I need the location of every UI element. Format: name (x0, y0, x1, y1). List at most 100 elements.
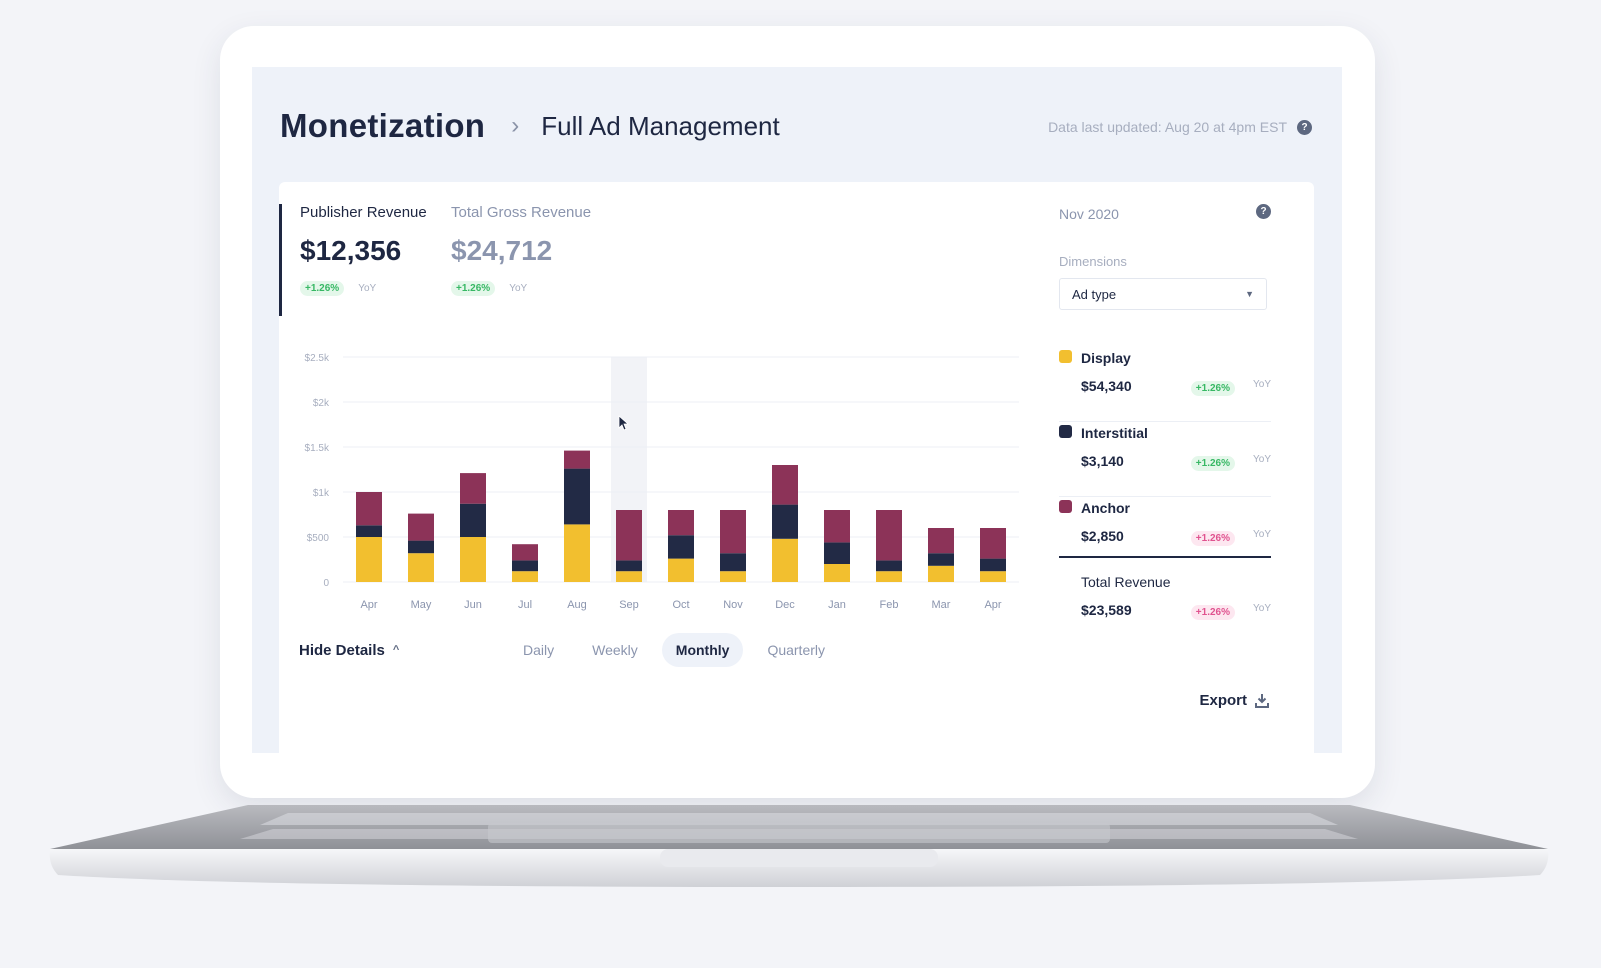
bar-display (980, 571, 1006, 582)
total-revenue-row: Total Revenue $23,589 +1.26% YoY (1059, 556, 1271, 633)
help-icon[interactable]: ? (1297, 119, 1312, 135)
dimension-dropdown[interactable]: Ad type ▼ (1059, 278, 1267, 310)
bar-interstitial (668, 535, 694, 559)
data-updated-text: Data last updated: Aug 20 at 4pm EST (1048, 119, 1287, 135)
y-tick-label: $2.5k (305, 353, 330, 364)
selected-month: Nov 2020 (1059, 206, 1119, 222)
mouse-cursor-icon (618, 415, 630, 431)
bar-interstitial (772, 504, 798, 539)
y-tick-label: 0 (323, 578, 329, 589)
bar-display (824, 564, 850, 582)
bar-interstitial (408, 540, 434, 554)
caret-down-icon: ▼ (1245, 289, 1254, 299)
bar-anchor (772, 465, 798, 505)
help-icon[interactable]: ? (1256, 204, 1271, 219)
download-icon (1255, 694, 1269, 708)
interstitial-swatch (1059, 425, 1072, 438)
change-badge: +1.26% (1190, 456, 1235, 471)
export-label: Export (1199, 692, 1247, 709)
dimensions-label: Dimensions (1059, 254, 1127, 269)
bar-display (772, 538, 798, 582)
page-subtitle: Full Ad Management (541, 110, 780, 141)
anchor-swatch (1059, 500, 1072, 513)
period-selector: Daily Weekly Monthly Quarterly (509, 633, 839, 667)
x-tick-label: Feb (880, 599, 899, 611)
bar-interstitial (564, 468, 590, 525)
bar-display (928, 565, 954, 582)
bar-anchor (980, 528, 1006, 559)
legend-amount: $2,850 (1081, 528, 1124, 544)
change-badge: +1.26% (1190, 531, 1235, 546)
revenue-card: Publisher Revenue $12,356 +1.26% YoY Tot… (279, 182, 1314, 753)
legend-item-interstitial[interactable]: Interstitial $3,140 +1.26% YoY (1059, 421, 1271, 497)
x-tick-label: Dec (775, 599, 795, 611)
export-button[interactable]: Export (1199, 692, 1269, 709)
hide-details-toggle[interactable]: Hide Details ^ (299, 642, 399, 659)
period-daily[interactable]: Daily (523, 642, 555, 658)
display-swatch (1059, 350, 1072, 363)
chevron-up-icon: ^ (392, 644, 400, 656)
bar-anchor (564, 450, 590, 469)
legend-item-anchor[interactable]: Anchor $2,850 +1.26% YoY (1059, 496, 1271, 571)
x-tick-label: Sep (619, 599, 639, 611)
bar-display (460, 537, 486, 582)
metric-label: Publisher Revenue (300, 204, 427, 221)
legend-name: Interstitial (1081, 425, 1148, 441)
bar-anchor (668, 510, 694, 536)
bar-display (564, 524, 590, 582)
breadcrumb: Monetization › Full Ad Management (280, 107, 780, 145)
chart-svg: 0 $500 $1k $1.5k $2k $2.5k Apr May Jun Jul Aug Sep O… (305, 353, 1019, 611)
bar-display (408, 553, 434, 582)
x-tick-label: Jan (828, 599, 846, 611)
stacked-bar-chart: 0 $500 $1k $1.5k $2k $2.5k Apr May Jun Jul Aug Sep O… (279, 342, 1049, 632)
legend-item-display[interactable]: Display $54,340 +1.26% YoY (1059, 346, 1271, 422)
page-title[interactable]: Monetization (280, 107, 486, 144)
chart-controls: Hide Details ^ Daily Weekly Monthly Quar… (299, 630, 1019, 670)
period-weekly[interactable]: Weekly (592, 642, 638, 658)
bar-display (616, 571, 642, 582)
y-tick-label: $2k (313, 398, 330, 409)
total-amount: $23,589 (1081, 602, 1132, 618)
breakdown-panel: Nov 2020 ? Dimensions Ad type ▼ Display … (1059, 182, 1271, 753)
dimension-value: Ad type (1072, 286, 1117, 302)
metric-label: Total Gross Revenue (451, 204, 592, 221)
x-tick-label: Apr (984, 599, 1001, 611)
change-badge: +1.26% (300, 281, 345, 296)
legend-amount: $3,140 (1081, 453, 1124, 469)
metric-value: $24,712 (451, 235, 553, 266)
y-tick-label: $500 (307, 533, 330, 544)
bar-interstitial (512, 560, 538, 572)
x-tick-label: Jun (464, 599, 482, 611)
yoy-label: YoY (358, 283, 377, 294)
laptop-base (49, 805, 1549, 887)
chevron-right-icon: › (511, 112, 520, 139)
x-tick-label: Jul (518, 599, 532, 611)
yoy-label: YoY (1253, 603, 1271, 614)
app-screen: Monetization › Full Ad Management Data l… (252, 67, 1342, 753)
metric-publisher-revenue[interactable]: Publisher Revenue $12,356 +1.26% YoY (279, 204, 427, 316)
bar-interstitial (356, 525, 382, 537)
bar-anchor (928, 528, 954, 554)
bar-display (356, 537, 382, 582)
x-tick-label: Nov (723, 599, 743, 611)
yoy-label: YoY (1253, 454, 1271, 465)
metric-value: $12,356 (300, 235, 402, 266)
bar-display (876, 571, 902, 582)
bar-interstitial (876, 560, 902, 572)
period-quarterly[interactable]: Quarterly (767, 642, 826, 658)
x-tick-label: Mar (932, 599, 951, 611)
bar-display (720, 571, 746, 582)
yoy-label: YoY (509, 283, 528, 294)
metric-total-gross-revenue[interactable]: Total Gross Revenue $24,712 +1.26% YoY (451, 204, 591, 296)
bar-anchor (616, 510, 642, 561)
hide-details-label: Hide Details (299, 641, 385, 659)
change-badge: +1.26% (451, 281, 496, 296)
bar-display (668, 558, 694, 582)
period-monthly[interactable]: Monthly (661, 633, 744, 667)
data-updated-note: Data last updated: Aug 20 at 4pm EST ? (1048, 119, 1312, 135)
bar-anchor (460, 473, 486, 504)
x-tick-label: May (411, 599, 432, 611)
y-tick-label: $1.5k (305, 443, 330, 454)
bar-interstitial (928, 553, 954, 566)
y-tick-label: $1k (313, 488, 330, 499)
